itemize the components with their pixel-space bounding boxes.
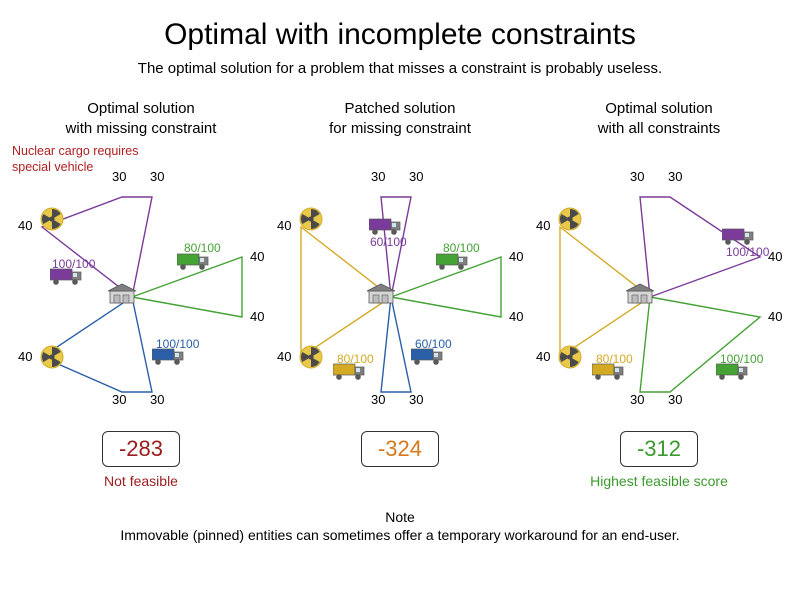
radiation-icon [40, 345, 64, 369]
panel-title-line2: with all constraints [598, 120, 721, 137]
routes-svg [271, 147, 529, 417]
diagram: 40 30 30 40 40 40 30 30 100/100 80/100 100/100 [12, 147, 270, 417]
truck-load-label: 100/100 [156, 337, 199, 351]
node-label: 30 [668, 169, 682, 184]
truck-load-label: 80/100 [184, 241, 221, 255]
footer-note-text: Immovable (pinned) entities can sometime… [0, 527, 800, 543]
truck-load-label: 100/100 [720, 352, 763, 366]
panel-title: Patched solution for missing constraint [271, 99, 529, 141]
score-box: -283 [102, 431, 180, 467]
radiation-icon [299, 345, 323, 369]
depot-icon [367, 283, 395, 305]
node-label: 40 [536, 218, 550, 233]
depot-icon [626, 283, 654, 305]
node-label: 40 [18, 218, 32, 233]
node-label: 40 [250, 249, 264, 264]
panel-title-line1: Patched solution [345, 100, 456, 117]
node-label: 30 [112, 392, 126, 407]
panels-container: Optimal solution with missing constraint N… [0, 99, 800, 489]
panel: Patched solution for missing constraint 40… [271, 99, 529, 489]
node-label: 30 [150, 392, 164, 407]
node-label: 30 [630, 392, 644, 407]
truck-load-label: 80/100 [443, 241, 480, 255]
node-label: 40 [250, 309, 264, 324]
page-subtitle: The optimal solution for a problem that … [0, 60, 800, 77]
depot-icon [108, 283, 136, 305]
node-label: 30 [371, 169, 385, 184]
score-box: -312 [620, 431, 698, 467]
radiation-icon [558, 345, 582, 369]
truck-load-label: 80/100 [596, 352, 633, 366]
radiation-icon [299, 207, 323, 231]
node-label: 30 [150, 169, 164, 184]
panel-title-line2: for missing constraint [329, 120, 471, 137]
truck-load-label: 100/100 [52, 257, 95, 271]
truck-icon [722, 227, 756, 245]
score-caption: Not feasible [12, 473, 270, 489]
panel-title-line1: Optimal solution [87, 100, 195, 117]
footer-note-label: Note [0, 509, 800, 525]
score-box: -324 [361, 431, 439, 467]
node-label: 40 [277, 349, 291, 364]
node-label: 30 [630, 169, 644, 184]
panel-title: Optimal solution with all constraints [530, 99, 788, 141]
node-label: 40 [277, 218, 291, 233]
panel: Optimal solution with all constraints 40 30… [530, 99, 788, 489]
node-label: 40 [768, 249, 782, 264]
node-label: 40 [509, 249, 523, 264]
node-label: 30 [668, 392, 682, 407]
truck-load-label: 100/100 [726, 245, 769, 259]
node-label: 40 [536, 349, 550, 364]
node-label: 40 [509, 309, 523, 324]
panel-title-line1: Optimal solution [605, 100, 713, 117]
score-caption: Highest feasible score [530, 473, 788, 489]
page-title: Optimal with incomplete constraints [0, 0, 800, 52]
diagram: 40 30 30 40 40 40 30 30 100/100 100/100 80/100 [530, 147, 788, 417]
panel-title-line2: with missing constraint [66, 120, 217, 137]
truck-icon [369, 217, 403, 235]
footer: Note Immovable (pinned) entities can som… [0, 509, 800, 543]
radiation-icon [558, 207, 582, 231]
panel-title: Optimal solution with missing constraint [12, 99, 270, 141]
route-line [381, 297, 411, 392]
node-label: 30 [409, 392, 423, 407]
node-label: 30 [371, 392, 385, 407]
diagram: 40 30 30 40 40 40 30 30 60/100 80/100 60/100 80… [271, 147, 529, 417]
node-label: 30 [112, 169, 126, 184]
truck-load-label: 60/100 [415, 337, 452, 351]
truck-load-label: 80/100 [337, 352, 374, 366]
truck-load-label: 60/100 [370, 235, 407, 249]
node-label: 40 [18, 349, 32, 364]
node-label: 40 [768, 309, 782, 324]
panel: Optimal solution with missing constraint N… [12, 99, 270, 489]
node-label: 30 [409, 169, 423, 184]
radiation-icon [40, 207, 64, 231]
